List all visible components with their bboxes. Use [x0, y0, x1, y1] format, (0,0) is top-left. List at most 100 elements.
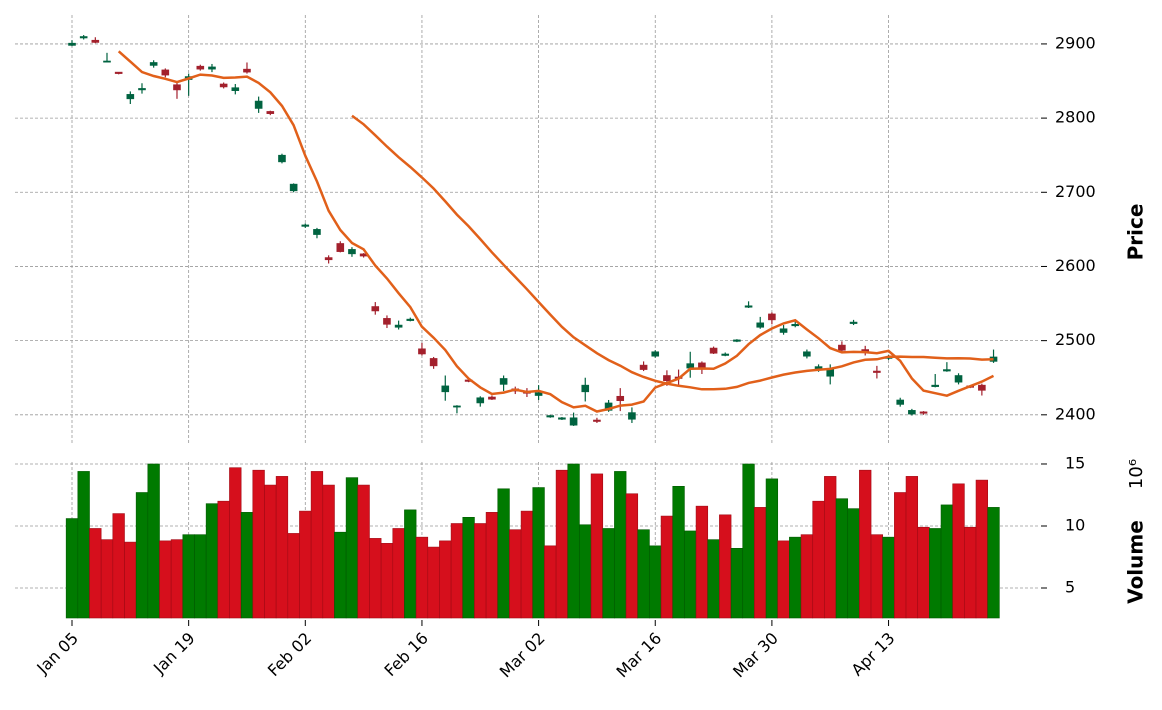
volume-y-tick-label: 15: [1065, 453, 1085, 472]
candle-body: [114, 71, 123, 74]
volume-bar: [835, 498, 849, 619]
candle-body: [429, 358, 438, 367]
x-tick-label: Feb 02: [264, 629, 315, 680]
candle-body: [149, 62, 158, 66]
x-tick-label: Jan 19: [149, 629, 199, 679]
volume-bar: [602, 528, 615, 619]
candle-body: [243, 68, 251, 73]
y-tick-label: 2800: [1055, 108, 1096, 127]
candle-body: [873, 370, 881, 373]
volume-bar: [77, 471, 90, 619]
volume-bar: [275, 476, 289, 619]
volume-bar: [882, 536, 895, 619]
volume-bar: [824, 476, 837, 619]
volume-bar: [439, 540, 452, 619]
candle-body: [581, 384, 590, 393]
volume-bar: [450, 523, 464, 619]
volume-bar: [847, 508, 860, 619]
candle-body: [849, 321, 858, 324]
x-tick-label: Jan 05: [32, 629, 82, 679]
volume-bar: [742, 463, 755, 619]
candle-body: [79, 36, 88, 39]
candle-body: [324, 257, 333, 261]
candle-body: [126, 94, 135, 100]
volume-bar: [929, 528, 942, 619]
candle-body: [908, 410, 916, 415]
candle-body: [896, 399, 905, 405]
moving-average: [117, 50, 995, 413]
candle-body: [441, 385, 450, 393]
volume-bar: [65, 518, 79, 619]
candle-body: [756, 322, 765, 328]
candle-body: [744, 305, 753, 308]
candle-body: [476, 397, 485, 404]
volume-bar: [287, 533, 300, 619]
volume-bar: [100, 539, 114, 619]
volume-bar: [812, 500, 825, 619]
candle-body: [651, 351, 660, 357]
volume-bar: [789, 536, 802, 619]
volume-bar: [194, 534, 207, 619]
volume-bar: [567, 463, 580, 619]
candle-body: [138, 88, 146, 91]
volume-bar: [777, 540, 790, 619]
candle-body: [779, 328, 788, 333]
volume-bar: [975, 479, 989, 619]
volume-bar: [369, 538, 382, 619]
volume-bar: [707, 539, 720, 619]
candle-body: [336, 243, 345, 252]
candle-body: [546, 415, 555, 418]
volume-bar: [765, 478, 779, 619]
candle-body: [161, 69, 170, 76]
volume-bar: [544, 545, 557, 619]
candle-body: [208, 66, 216, 70]
candle-body: [394, 324, 403, 328]
candle-body: [931, 384, 940, 387]
volume-bar: [532, 487, 545, 619]
volume-bar: [229, 467, 242, 619]
candle-body: [219, 83, 228, 88]
moving-average: [351, 114, 994, 391]
candle-body: [534, 392, 543, 396]
volume-bar: [357, 484, 370, 619]
candle-body: [558, 417, 566, 420]
x-tick-label: Mar 16: [612, 629, 665, 682]
candle-body: [569, 417, 578, 426]
candle-body: [616, 395, 625, 402]
candle-body: [639, 364, 648, 370]
x-tick-label: Mar 02: [496, 629, 549, 682]
candle-body: [954, 375, 963, 383]
candle-body: [943, 369, 951, 372]
candle-body: [721, 353, 730, 356]
volume-bar: [322, 484, 335, 619]
price-axis-label: Price: [1124, 204, 1148, 261]
candle-body: [768, 313, 776, 321]
volume-bar: [217, 500, 230, 619]
candle-body: [266, 111, 275, 114]
volume-bar: [462, 517, 475, 619]
candle-body: [803, 351, 811, 357]
candle-body: [919, 411, 928, 414]
volume-axis-label: Volume: [1124, 520, 1148, 604]
y-tick-label: 2700: [1055, 182, 1096, 201]
volume-y-tick-label: 5: [1065, 577, 1075, 596]
candle-body: [348, 249, 356, 255]
candle-body: [604, 402, 613, 411]
volume-bar: [89, 528, 102, 619]
volume-bar: [905, 476, 919, 619]
candle-body: [593, 419, 601, 422]
volume-bar: [730, 548, 744, 619]
volume-bar: [917, 526, 930, 619]
volume-bar: [940, 504, 954, 619]
volume-y-tick-label: 10: [1065, 515, 1085, 534]
volume-bar: [474, 523, 487, 619]
volume-bar: [147, 463, 160, 619]
volume-bar: [800, 534, 814, 619]
candle-body: [103, 60, 111, 63]
volume-bar: [485, 512, 499, 619]
volume-bar: [637, 529, 650, 619]
volume-bar: [299, 510, 312, 619]
volume-bar: [555, 469, 569, 619]
volume-bar: [614, 471, 627, 619]
volume-bar: [520, 510, 534, 619]
